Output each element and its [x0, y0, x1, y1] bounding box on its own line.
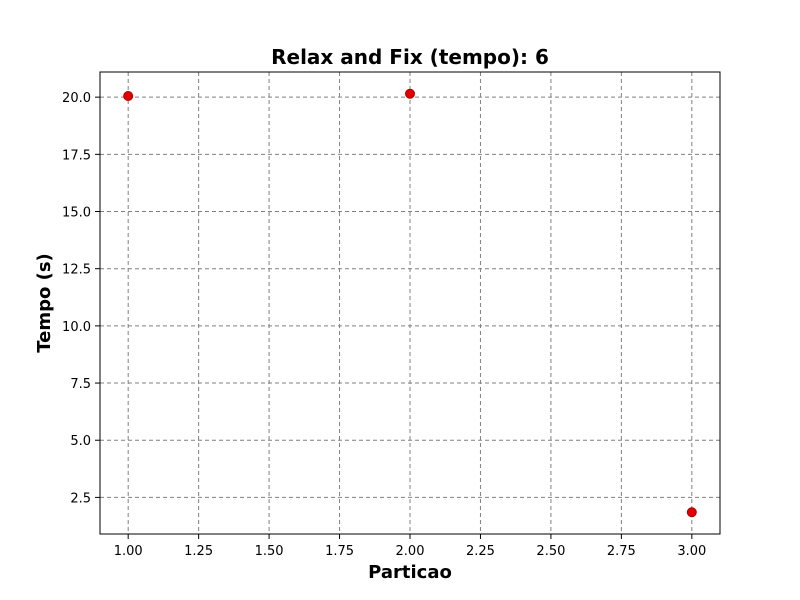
- y-tick-label: 17.5: [62, 148, 91, 163]
- data-point: [123, 91, 134, 102]
- grid: [100, 72, 720, 534]
- x-tick-label: 2.25: [466, 544, 495, 559]
- x-axis: 1.00 1.25 1.50 1.75 2.00 2.25 2.50 2.75 3.00: [114, 534, 706, 559]
- y-tick-label: 5.0: [70, 434, 91, 449]
- y-tick-label: 20.0: [62, 91, 91, 106]
- y-tick-label: 15.0: [62, 206, 91, 221]
- x-axis-label: Particao: [368, 562, 452, 583]
- chart-title: Relax and Fix (tempo): 6: [271, 45, 549, 69]
- data-points: [123, 88, 697, 518]
- x-tick-label: 3.00: [677, 544, 706, 559]
- x-tick-label: 1.50: [255, 544, 284, 559]
- data-point: [405, 88, 415, 99]
- x-tick-label: 1.00: [114, 544, 143, 559]
- y-tick-label: 7.5: [70, 377, 91, 392]
- y-axis-label: Tempo (s): [34, 253, 55, 353]
- y-axis: 2.5 5.0 7.5 10.0 12.5 15.0 17.5 20.0: [62, 91, 100, 506]
- data-point: [686, 507, 697, 518]
- y-tick-label: 12.5: [62, 263, 91, 278]
- x-tick-label: 2.75: [607, 544, 636, 559]
- x-tick-label: 1.25: [184, 544, 213, 559]
- x-tick-label: 1.75: [325, 544, 354, 559]
- y-tick-label: 10.0: [62, 320, 91, 335]
- x-tick-label: 2.50: [536, 544, 565, 559]
- x-tick-label: 2.00: [396, 544, 425, 559]
- y-tick-label: 2.5: [70, 491, 91, 506]
